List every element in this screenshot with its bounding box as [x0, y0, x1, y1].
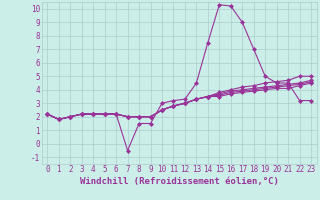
- X-axis label: Windchill (Refroidissement éolien,°C): Windchill (Refroidissement éolien,°C): [80, 177, 279, 186]
